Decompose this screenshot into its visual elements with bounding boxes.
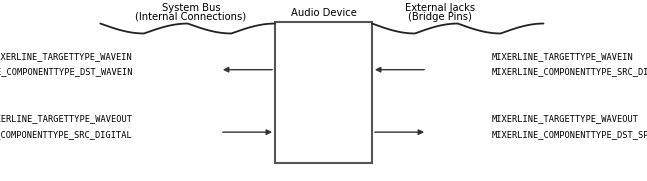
Text: (Internal Connections): (Internal Connections) (135, 12, 247, 22)
Text: System Bus: System Bus (162, 3, 220, 13)
Text: MIXERLINE_COMPONENTTYPE_DST_WAVEIN: MIXERLINE_COMPONENTTYPE_DST_WAVEIN (0, 68, 133, 76)
Polygon shape (275, 22, 372, 163)
Text: (Bridge Pins): (Bridge Pins) (408, 12, 472, 22)
Text: MIXERLINE_TARGETTYPE_WAVEIN: MIXERLINE_TARGETTYPE_WAVEIN (492, 52, 633, 61)
Text: Audio Device: Audio Device (291, 8, 356, 18)
Text: MIXERLINE_COMPONENTTYPE_SRC_DIGITAL: MIXERLINE_COMPONENTTYPE_SRC_DIGITAL (492, 68, 647, 76)
Text: MIXERLINE_TARGETTYPE_WAVEOUT: MIXERLINE_TARGETTYPE_WAVEOUT (0, 115, 133, 123)
Text: MIXERLINE_TARGETTYPE_WAVEIN: MIXERLINE_TARGETTYPE_WAVEIN (0, 52, 133, 61)
Text: MIXERLINE_TARGETTYPE_WAVEOUT: MIXERLINE_TARGETTYPE_WAVEOUT (492, 115, 639, 123)
Text: MIXERLINE_COMPONENTTYPE_DST_SPEAKERS: MIXERLINE_COMPONENTTYPE_DST_SPEAKERS (492, 130, 647, 139)
Text: MIXERLINE_COMPONENTTYPE_SRC_DIGITAL: MIXERLINE_COMPONENTTYPE_SRC_DIGITAL (0, 130, 133, 139)
Text: External Jacks: External Jacks (405, 3, 475, 13)
